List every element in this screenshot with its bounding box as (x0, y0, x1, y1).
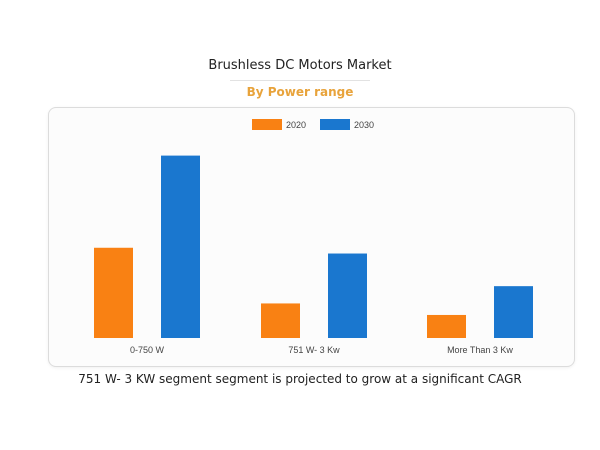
x-tick-label: 0-750 W (130, 345, 165, 355)
chart-caption: 751 W- 3 KW segment segment is projected… (0, 372, 600, 386)
bar-2020-1[interactable] (261, 303, 300, 338)
x-tick-label: 751 W- 3 Kw (288, 345, 340, 355)
x-tick-label: More Than 3 Kw (447, 345, 513, 355)
bar-2020-0[interactable] (94, 248, 133, 338)
bar-2030-1[interactable] (328, 254, 367, 338)
bar-2030-0[interactable] (161, 156, 200, 338)
bar-2030-2[interactable] (494, 286, 533, 338)
bar-2020-2[interactable] (427, 315, 466, 338)
